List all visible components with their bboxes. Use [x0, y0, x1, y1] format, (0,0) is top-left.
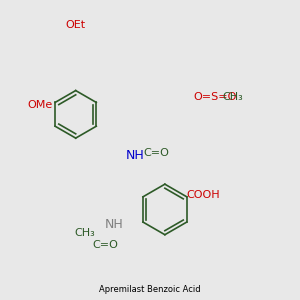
Text: OEt: OEt — [66, 20, 86, 30]
Text: CH₃: CH₃ — [223, 92, 244, 101]
Text: O=S=O: O=S=O — [194, 92, 237, 101]
Text: NH: NH — [105, 218, 124, 231]
Text: C=O: C=O — [143, 148, 169, 158]
Text: COOH: COOH — [187, 190, 220, 200]
Text: OMe: OMe — [27, 100, 53, 110]
Text: Apremilast Benzoic Acid: Apremilast Benzoic Acid — [99, 285, 201, 294]
Text: CH₃: CH₃ — [74, 228, 95, 238]
Text: C=O: C=O — [92, 240, 119, 250]
Text: NH: NH — [126, 149, 145, 162]
